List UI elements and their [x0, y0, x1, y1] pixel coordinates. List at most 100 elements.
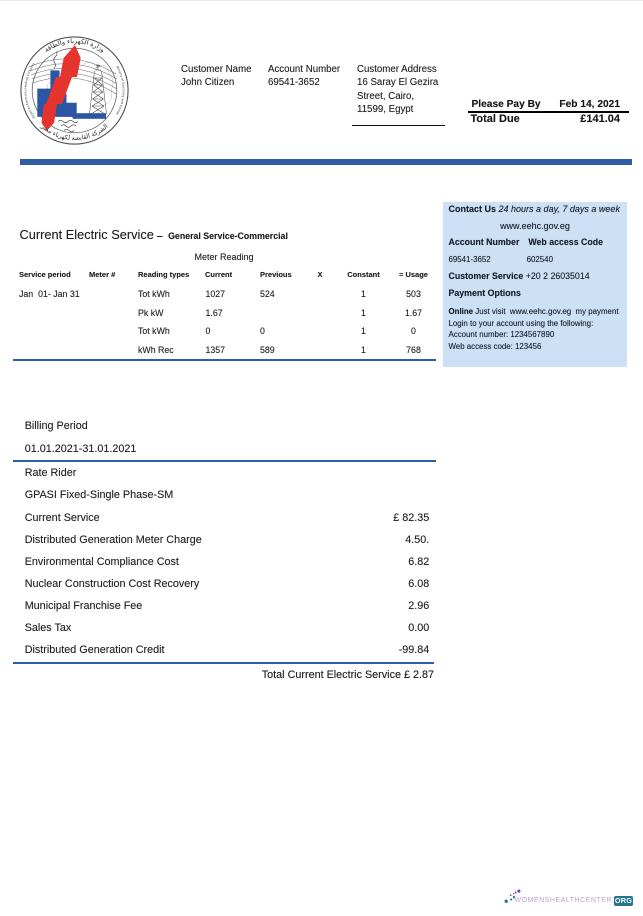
meter-row-current: 1.67: [205, 307, 223, 318]
rate-row-label: Rate Rider: [24, 467, 77, 480]
rate-row-label: Distributed Generation Credit: [24, 644, 165, 657]
rate-row-label: Municipal Franchise Fee: [24, 600, 143, 613]
total-due-value: £141.04: [580, 112, 620, 125]
meter-row-previous: 0: [260, 326, 265, 337]
account-number-label: Account Number: [268, 64, 341, 75]
section-title: Current Electric Service – General Servi…: [20, 227, 288, 242]
meter-row-current: 0: [205, 326, 211, 337]
online-text: Just visit www.eehc.gov.eg my payment: [475, 307, 619, 316]
box-account-number-value: 69541-3652: [448, 254, 491, 264]
customer-service-row: Customer Service +20 2 26035014: [449, 271, 590, 281]
meter-table-bottom-line: [13, 358, 436, 362]
meter-row-previous: 524: [260, 288, 275, 299]
header-divider-bar: [20, 159, 632, 165]
pay-summary: Please Pay By Feb 14, 2021 Total Due £14…: [468, 98, 629, 126]
customer-address-block: Customer Address 16 Saray El Gezira Stre…: [357, 63, 438, 116]
watermark-org-badge: ORG: [614, 896, 633, 907]
billing-period-value: 01.01.2021-31.01.2021: [24, 443, 137, 456]
rate-row-label: Environmental Compliance Cost: [24, 556, 179, 569]
customer-service-phone: +20 2 26035014: [525, 270, 590, 281]
company-logo: وزارة الكهرباء والطاقة الشركة القابضة لك…: [20, 36, 129, 145]
meter-row-constant: 1: [361, 326, 366, 337]
col-header-service-period: Service period: [19, 270, 71, 280]
logo-lightning-bolt: [41, 45, 81, 131]
contact-website: www.eehc.gov.eg: [500, 220, 570, 231]
pay-separator-line: [468, 110, 629, 113]
col-header-previous: Previous: [260, 270, 292, 280]
customer-address-line1: 16 Saray El Gezira: [357, 77, 439, 89]
rate-row-value: 6.08: [408, 578, 430, 591]
customer-address-label: Customer Address: [357, 64, 437, 75]
rate-row-label: GPASI Fixed-Single Phase-SM: [24, 489, 174, 502]
meter-row-period: Jan 01- Jan 31: [19, 288, 80, 299]
top-hairline: [0, 0, 643, 1]
login-account-number: Account number: 1234567890: [448, 330, 555, 340]
section-title-sub: General Service-Commercial: [168, 230, 288, 241]
billing-bottom-line: [13, 661, 434, 665]
billing-total: Total Current Electric Service £ 2.87: [261, 668, 434, 681]
meter-row-current: 1357: [205, 344, 226, 355]
payment-options-label: Payment Options: [448, 288, 521, 298]
logo-transmission-tower: [89, 64, 107, 115]
customer-address-line3: 11599, Egypt: [357, 103, 414, 115]
rate-row-label: Distributed Generation Meter Charge: [24, 534, 202, 547]
meter-row-type: Tot kWh: [138, 288, 170, 299]
meter-row-previous: 589: [260, 344, 275, 355]
logo-smoke: [53, 51, 58, 69]
contact-info-box: Contact Us 24 hours a day, 7 days a week…: [443, 202, 627, 367]
pay-by-row: Please Pay By Feb 14, 2021: [468, 98, 629, 111]
customer-service-label: Customer Service: [448, 270, 524, 281]
customer-name-value: John Citizen: [181, 77, 235, 89]
account-values-row: 69541-3652 602540: [449, 255, 553, 264]
col-header-current: Current: [205, 270, 233, 280]
meter-row-usage: 503: [406, 288, 421, 299]
account-labels-row: Account Number Web access Code: [449, 237, 604, 247]
rate-row-value: 6.82: [408, 556, 430, 569]
col-header-usage: = Usage: [399, 270, 428, 280]
section-title-dash: –: [153, 229, 166, 242]
billing-period-label: Billing Period: [24, 420, 88, 433]
rate-row-label: Sales Tax: [24, 622, 72, 635]
box-web-access-label: Web access Code: [528, 236, 604, 247]
meter-row-current: 1027: [205, 288, 226, 299]
section-title-main: Current Electric Service: [19, 226, 154, 242]
account-number-value: 69541-3652: [268, 77, 320, 89]
meter-row-type: kWh Rec: [138, 344, 174, 355]
rate-row-value: 4.50.: [405, 534, 430, 547]
meter-row-constant: 1: [361, 288, 366, 299]
col-header-x: X: [317, 270, 323, 280]
meter-reading-title: Meter Reading: [194, 251, 254, 262]
contact-us-label: Contact Us: [448, 203, 497, 214]
online-row: Online Just visit www.eehc.gov.eg my pay…: [449, 307, 619, 316]
login-web-access-code: Web access code: 123456: [448, 341, 542, 351]
customer-address-line2: Street, Cairo,: [357, 90, 415, 102]
customer-name-label: Customer Name: [181, 64, 252, 75]
rate-row-value: £ 82.35: [393, 512, 430, 525]
meter-row-usage: 0: [411, 326, 416, 337]
account-number-block: Account Number 69541-3652: [268, 63, 340, 90]
watermark-dots: [504, 889, 521, 903]
pay-by-date: Feb 14, 2021: [559, 98, 620, 110]
online-label: Online: [448, 307, 474, 316]
total-due-label: Total Due: [470, 112, 520, 125]
meter-row-usage: 1.67: [404, 307, 423, 318]
customer-name-block: Customer Name John Citizen: [181, 63, 252, 90]
address-underline: [352, 124, 445, 127]
meter-row-type: Tot kWh: [138, 326, 170, 337]
rate-row-value: 2.96: [408, 600, 430, 613]
meter-row-constant: 1: [361, 307, 366, 318]
billing-top-line: [13, 459, 436, 463]
contact-us-hours: 24 hours a day, 7 days a week: [498, 203, 620, 214]
rate-row-label: Nuclear Construction Cost Recovery: [24, 578, 200, 591]
rate-row-label: Current Service: [24, 512, 100, 525]
rate-row-value: 0.00: [408, 622, 430, 635]
meter-row-type: Pk kW: [138, 307, 164, 318]
rate-row-value: -99.84: [398, 644, 430, 657]
login-instructions: Login to your account using the followin…: [448, 318, 594, 328]
col-header-reading-types: Reading types: [138, 270, 190, 280]
pay-by-label: Please Pay By: [471, 98, 541, 110]
box-web-access-value: 602540: [526, 254, 553, 264]
contact-us-row: Contact Us 24 hours a day, 7 days a week: [449, 204, 620, 214]
meter-row-usage: 768: [406, 344, 421, 355]
